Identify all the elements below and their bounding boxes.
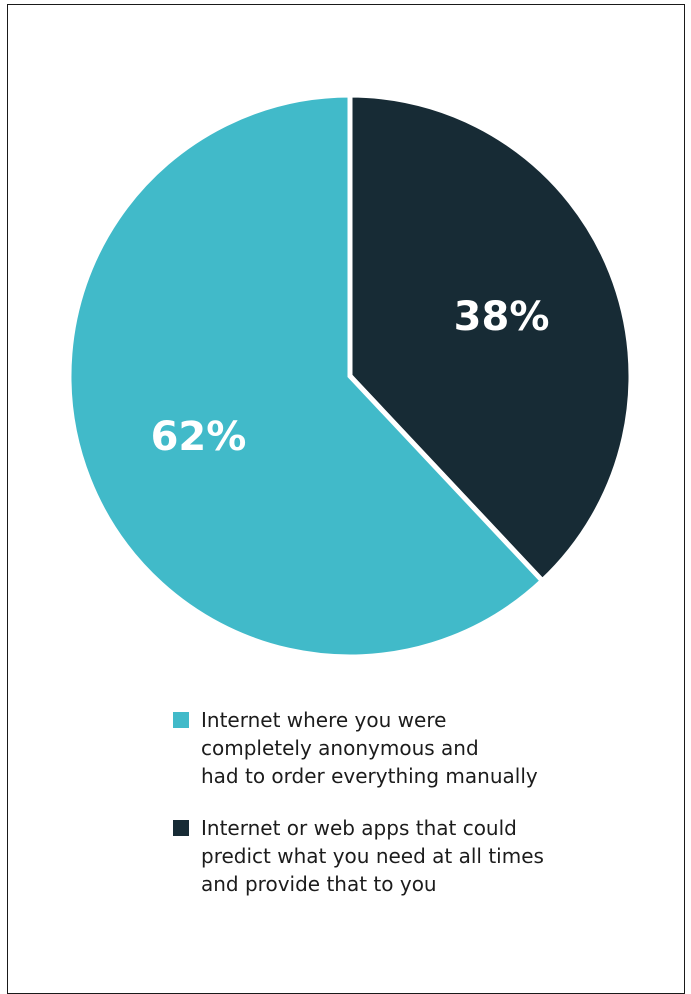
legend-item-predictive-web-apps: Internet or web apps that could predict … — [173, 814, 593, 898]
legend-swatch-teal — [173, 712, 189, 728]
pie-slice-38pct — [347, 92, 634, 585]
legend-swatch-dark — [173, 820, 189, 836]
pie-slice-value-label: 38% — [454, 294, 550, 340]
legend-label-line: Internet where you were — [201, 708, 447, 732]
legend-item-anonymous-internet: Internet where you were completely anony… — [173, 706, 593, 790]
legend-label-line: completely anonymous and — [201, 736, 479, 760]
legend-label-line: Internet or web apps that could — [201, 816, 517, 840]
chart-legend: Internet where you were completely anony… — [173, 706, 593, 922]
legend-label-line: predict what you need at all times — [201, 844, 544, 868]
legend-label-line: had to order everything manually — [201, 764, 538, 788]
pie-slice-value-label: 62% — [151, 414, 247, 460]
legend-label-line: and provide that to you — [201, 872, 437, 896]
pie-slice-62pct — [66, 92, 546, 660]
